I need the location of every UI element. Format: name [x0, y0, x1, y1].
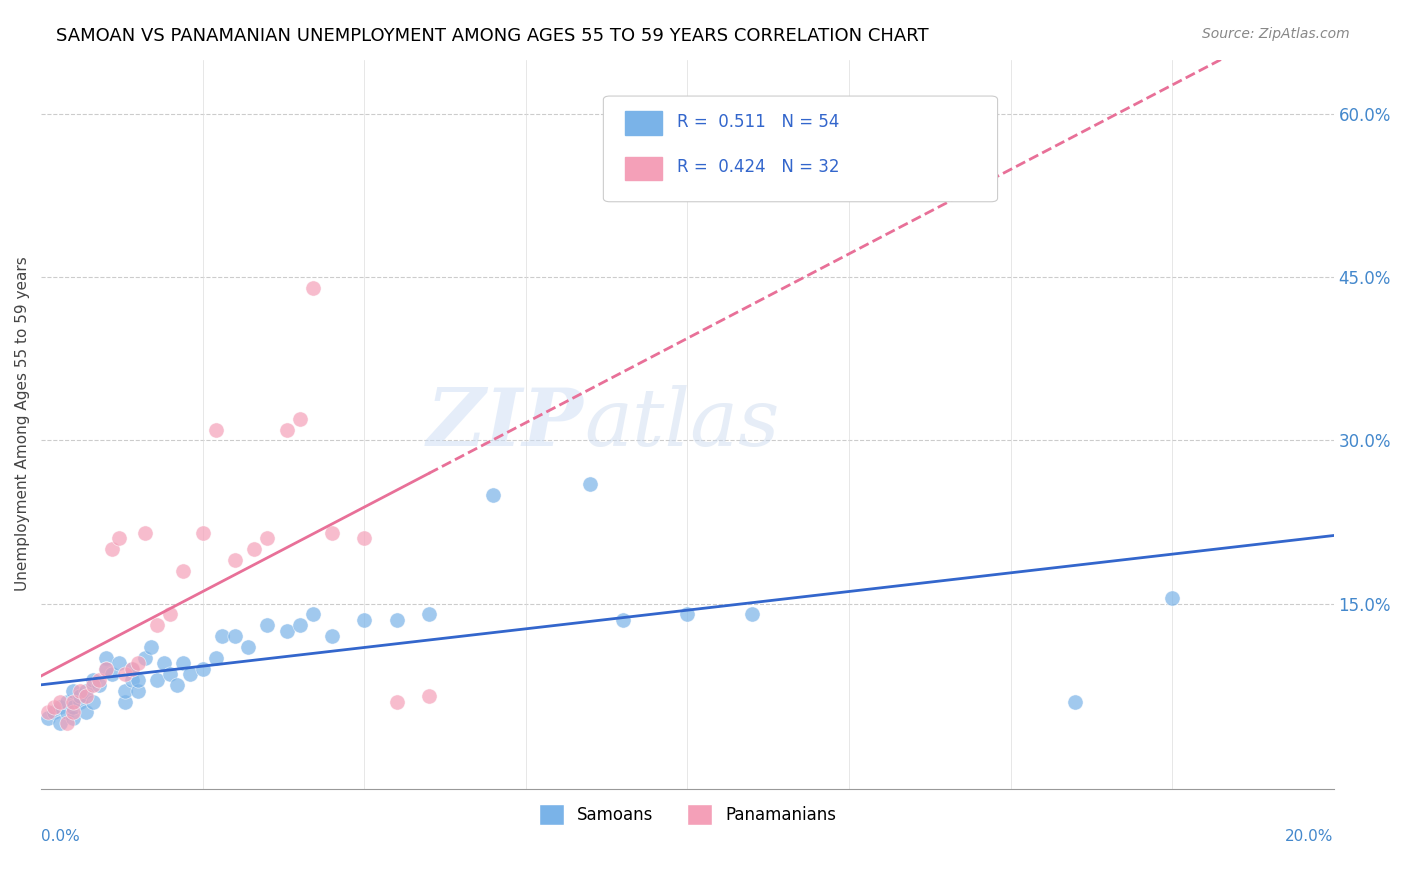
Point: [89, 673, 111, 687]
Point: [276, 624, 298, 638]
Point: [62, 683, 84, 698]
Point: [69, 689, 91, 703]
Point: [612, 613, 634, 627]
Point: [82, 673, 104, 687]
Point: [62, 711, 84, 725]
Text: atlas: atlas: [583, 385, 779, 463]
Text: Source: ZipAtlas.com: Source: ZipAtlas.com: [1202, 27, 1350, 41]
Point: [56, 706, 79, 720]
Point: [101, 542, 124, 557]
Text: R =  0.424   N = 32: R = 0.424 N = 32: [678, 159, 839, 177]
Point: [159, 607, 181, 622]
Point: [321, 629, 343, 643]
Y-axis label: Unemployment Among Ages 55 to 59 years: Unemployment Among Ages 55 to 59 years: [15, 257, 30, 591]
Point: [276, 423, 298, 437]
Point: [172, 564, 194, 578]
Point: [127, 683, 149, 698]
Point: [121, 673, 143, 687]
Point: [82, 694, 104, 708]
Point: [75, 683, 97, 698]
Point: [321, 525, 343, 540]
Point: [146, 618, 169, 632]
Point: [127, 657, 149, 671]
Bar: [626, 112, 662, 135]
Point: [579, 477, 602, 491]
Point: [153, 657, 176, 671]
Point: [121, 662, 143, 676]
Point: [288, 411, 311, 425]
Point: [204, 423, 226, 437]
Point: [179, 667, 201, 681]
Point: [94, 651, 117, 665]
Point: [676, 607, 699, 622]
Point: [56, 716, 79, 731]
Point: [121, 662, 143, 676]
Point: [418, 607, 440, 622]
Point: [166, 678, 188, 692]
Text: 0.0%: 0.0%: [41, 829, 80, 844]
Point: [89, 678, 111, 692]
Point: [134, 651, 156, 665]
Point: [49, 716, 72, 731]
Point: [69, 683, 91, 698]
Point: [741, 607, 763, 622]
Point: [114, 694, 136, 708]
Text: R =  0.511   N = 54: R = 0.511 N = 54: [678, 112, 839, 130]
Point: [288, 618, 311, 632]
Point: [224, 629, 246, 643]
Point: [1161, 591, 1184, 606]
Point: [37, 711, 59, 725]
Point: [134, 525, 156, 540]
Point: [62, 694, 84, 708]
Point: [42, 700, 65, 714]
Point: [107, 531, 129, 545]
Legend: Samoans, Panamanians: Samoans, Panamanians: [531, 797, 842, 831]
Point: [139, 640, 162, 654]
Text: ZIP: ZIP: [427, 385, 583, 463]
Point: [69, 694, 91, 708]
Point: [385, 694, 408, 708]
Point: [243, 542, 266, 557]
Point: [56, 694, 79, 708]
Point: [82, 678, 104, 692]
Point: [75, 706, 97, 720]
Point: [224, 553, 246, 567]
Point: [49, 700, 72, 714]
Point: [94, 662, 117, 676]
Point: [301, 607, 323, 622]
Text: SAMOAN VS PANAMANIAN UNEMPLOYMENT AMONG AGES 55 TO 59 YEARS CORRELATION CHART: SAMOAN VS PANAMANIAN UNEMPLOYMENT AMONG …: [56, 27, 929, 45]
Point: [353, 531, 375, 545]
Point: [353, 613, 375, 627]
Point: [418, 689, 440, 703]
Point: [114, 667, 136, 681]
Point: [385, 613, 408, 627]
Point: [172, 657, 194, 671]
Point: [127, 673, 149, 687]
Point: [1064, 694, 1087, 708]
Bar: [626, 157, 662, 180]
Point: [114, 683, 136, 698]
Point: [62, 700, 84, 714]
Point: [482, 488, 505, 502]
Point: [191, 525, 214, 540]
Point: [256, 531, 278, 545]
Point: [204, 651, 226, 665]
Point: [256, 618, 278, 632]
Text: 20.0%: 20.0%: [1285, 829, 1334, 844]
Point: [211, 629, 233, 643]
Point: [75, 689, 97, 703]
Point: [49, 694, 72, 708]
Point: [107, 657, 129, 671]
Point: [191, 662, 214, 676]
Point: [301, 281, 323, 295]
Point: [37, 706, 59, 720]
Point: [62, 706, 84, 720]
FancyBboxPatch shape: [603, 96, 998, 202]
Point: [101, 667, 124, 681]
Point: [146, 673, 169, 687]
Point: [94, 662, 117, 676]
Point: [42, 706, 65, 720]
Point: [159, 667, 181, 681]
Point: [236, 640, 259, 654]
